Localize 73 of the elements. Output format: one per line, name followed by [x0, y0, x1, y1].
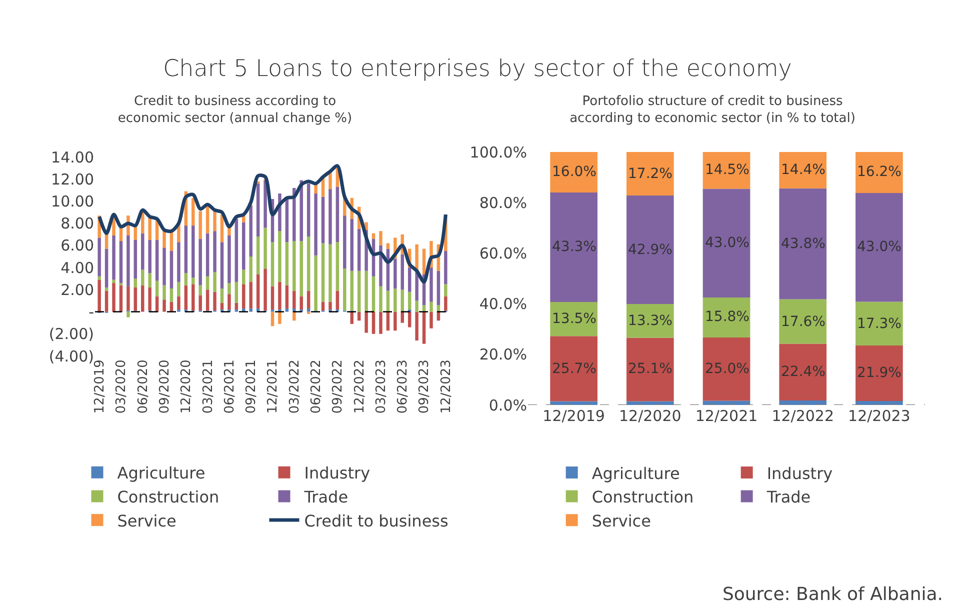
x-tick-label: 12/2023 [848, 407, 910, 425]
y-tick-label: (2.00) [48, 325, 94, 344]
data-label: 14.4% [781, 162, 826, 178]
y-tick-label: 80.0% [479, 194, 527, 212]
y-tick-label: 0.0% [488, 396, 527, 414]
x-tick-label: 12/2023 [438, 360, 454, 414]
data-label: 22.4% [781, 364, 826, 380]
y-tick-label: 12.00 [51, 170, 94, 188]
legend-label: Industry [304, 464, 370, 483]
legend-label: Industry [766, 464, 833, 483]
data-label: 14.5% [705, 162, 750, 178]
data-label: 43.8% [781, 236, 826, 252]
y-tick-label: 14.00 [51, 148, 94, 166]
legend-label: Service [117, 511, 176, 530]
y-tick-label: 20.0% [479, 346, 527, 364]
x-tick-label: 06/2022 [309, 360, 324, 414]
data-label: 17.3% [857, 316, 902, 332]
chart-title: Portofolio structure of credit to business according to economic sector (in % to total) [570, 94, 856, 126]
data-label: 17.6% [781, 314, 826, 330]
x-tick-label: 06/2020 [136, 360, 151, 414]
y-tick-label: 10.00 [51, 192, 94, 210]
x-tick-label: 12/2022 [352, 360, 368, 414]
x-tick-label: 12/2020 [618, 407, 682, 425]
x-tick-label: 03/2023 [374, 360, 389, 414]
x-tick-label: 09/2023 [417, 360, 432, 414]
x-tick-label: 09/2022 [330, 360, 346, 414]
data-label: 42.9% [628, 242, 672, 258]
y-tick-label: 60.0% [479, 244, 527, 262]
x-tick-label: 12/2020 [179, 360, 194, 414]
x-tick-label: 03/2020 [114, 360, 130, 414]
x-tick-label: 12/2021 [266, 360, 281, 414]
data-label: 25.0% [705, 361, 750, 377]
data-label: 21.9% [857, 365, 902, 381]
chart-title: Chart 5 Loans to enterprises by sector of the economy [162, 56, 793, 82]
data-label: 16.2% [857, 164, 902, 180]
x-tick-label: 06/2023 [396, 360, 411, 414]
y-tick-label: 8.00 [60, 214, 94, 233]
legend-label: Agriculture [592, 464, 680, 483]
legend-label: Construction [117, 487, 220, 506]
data-label: 25.7% [552, 361, 596, 377]
source-note: Source: Bank of Albania. [722, 584, 943, 605]
legend-label: Credit to business [304, 511, 448, 530]
legend-label: Construction [592, 488, 694, 507]
x-tick-label: 09/2020 [157, 360, 172, 414]
legend-label: Trade [303, 487, 348, 506]
data-label: 25.1% [628, 361, 672, 377]
x-tick-label: 12/2021 [695, 407, 758, 425]
y-tick-label: 40.0% [479, 295, 527, 314]
chart-subtitle: Credit to business according to economic sector (annual change %) [118, 94, 352, 126]
x-tick-label: 09/2021 [244, 360, 260, 414]
data-label: 15.8% [705, 309, 750, 325]
y-tick-label: 4.00 [60, 258, 94, 277]
data-label: 43.0% [857, 239, 902, 255]
y-tick-label: (4.00) [48, 347, 94, 366]
legend-label: Service [592, 511, 651, 530]
data-label: 13.5% [552, 311, 596, 327]
x-tick-label: 03/2022 [287, 360, 302, 414]
x-tick-label: 06/2021 [222, 360, 238, 414]
x-tick-label: 03/2021 [200, 360, 216, 414]
legend-label: Agriculture [117, 464, 206, 483]
data-label: 17.2% [628, 166, 672, 182]
y-tick-label: 6.00 [60, 236, 94, 255]
y-tick-label: 100.0% [470, 143, 527, 162]
data-label: 43.3% [552, 239, 596, 255]
data-label: 13.3% [628, 313, 672, 329]
y-tick-label: 2.00 [60, 280, 94, 299]
y-tick-label: - [88, 303, 94, 322]
data-label: 43.0% [705, 235, 750, 251]
x-tick-label: 12/2019 [542, 407, 605, 425]
data-label: 16.0% [552, 164, 596, 180]
x-tick-label: 12/2019 [92, 360, 108, 414]
x-tick-label: 12/2022 [772, 407, 834, 425]
legend-label: Trade [766, 488, 811, 507]
